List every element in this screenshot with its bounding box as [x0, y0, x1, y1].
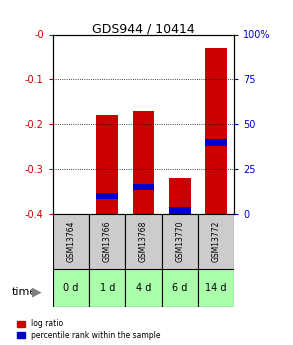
Text: GSM13768: GSM13768 — [139, 221, 148, 262]
Text: time: time — [12, 287, 37, 296]
Text: ▶: ▶ — [32, 285, 41, 298]
Bar — [205, 139, 227, 146]
Text: GSM13766: GSM13766 — [103, 221, 112, 262]
Text: 6 d: 6 d — [172, 283, 188, 293]
FancyBboxPatch shape — [89, 214, 125, 269]
Text: GSM13772: GSM13772 — [212, 221, 221, 262]
Bar — [205, 48, 227, 214]
Text: GDS944 / 10414: GDS944 / 10414 — [92, 22, 195, 36]
FancyBboxPatch shape — [198, 269, 234, 307]
Bar — [96, 115, 118, 214]
Bar — [96, 193, 118, 199]
Text: GSM13770: GSM13770 — [176, 221, 184, 262]
FancyBboxPatch shape — [125, 214, 162, 269]
FancyBboxPatch shape — [53, 214, 89, 269]
Bar — [133, 184, 154, 190]
Text: 4 d: 4 d — [136, 283, 151, 293]
Text: 0 d: 0 d — [63, 283, 79, 293]
FancyBboxPatch shape — [162, 269, 198, 307]
FancyBboxPatch shape — [162, 214, 198, 269]
Text: 14 d: 14 d — [205, 283, 227, 293]
Bar — [169, 207, 191, 214]
Text: 1 d: 1 d — [100, 283, 115, 293]
Bar — [133, 111, 154, 214]
FancyBboxPatch shape — [125, 269, 162, 307]
FancyBboxPatch shape — [53, 269, 89, 307]
FancyBboxPatch shape — [198, 214, 234, 269]
Legend: log ratio, percentile rank within the sample: log ratio, percentile rank within the sa… — [16, 318, 162, 341]
FancyBboxPatch shape — [89, 269, 125, 307]
Bar — [169, 178, 191, 214]
Text: GSM13764: GSM13764 — [67, 221, 75, 262]
